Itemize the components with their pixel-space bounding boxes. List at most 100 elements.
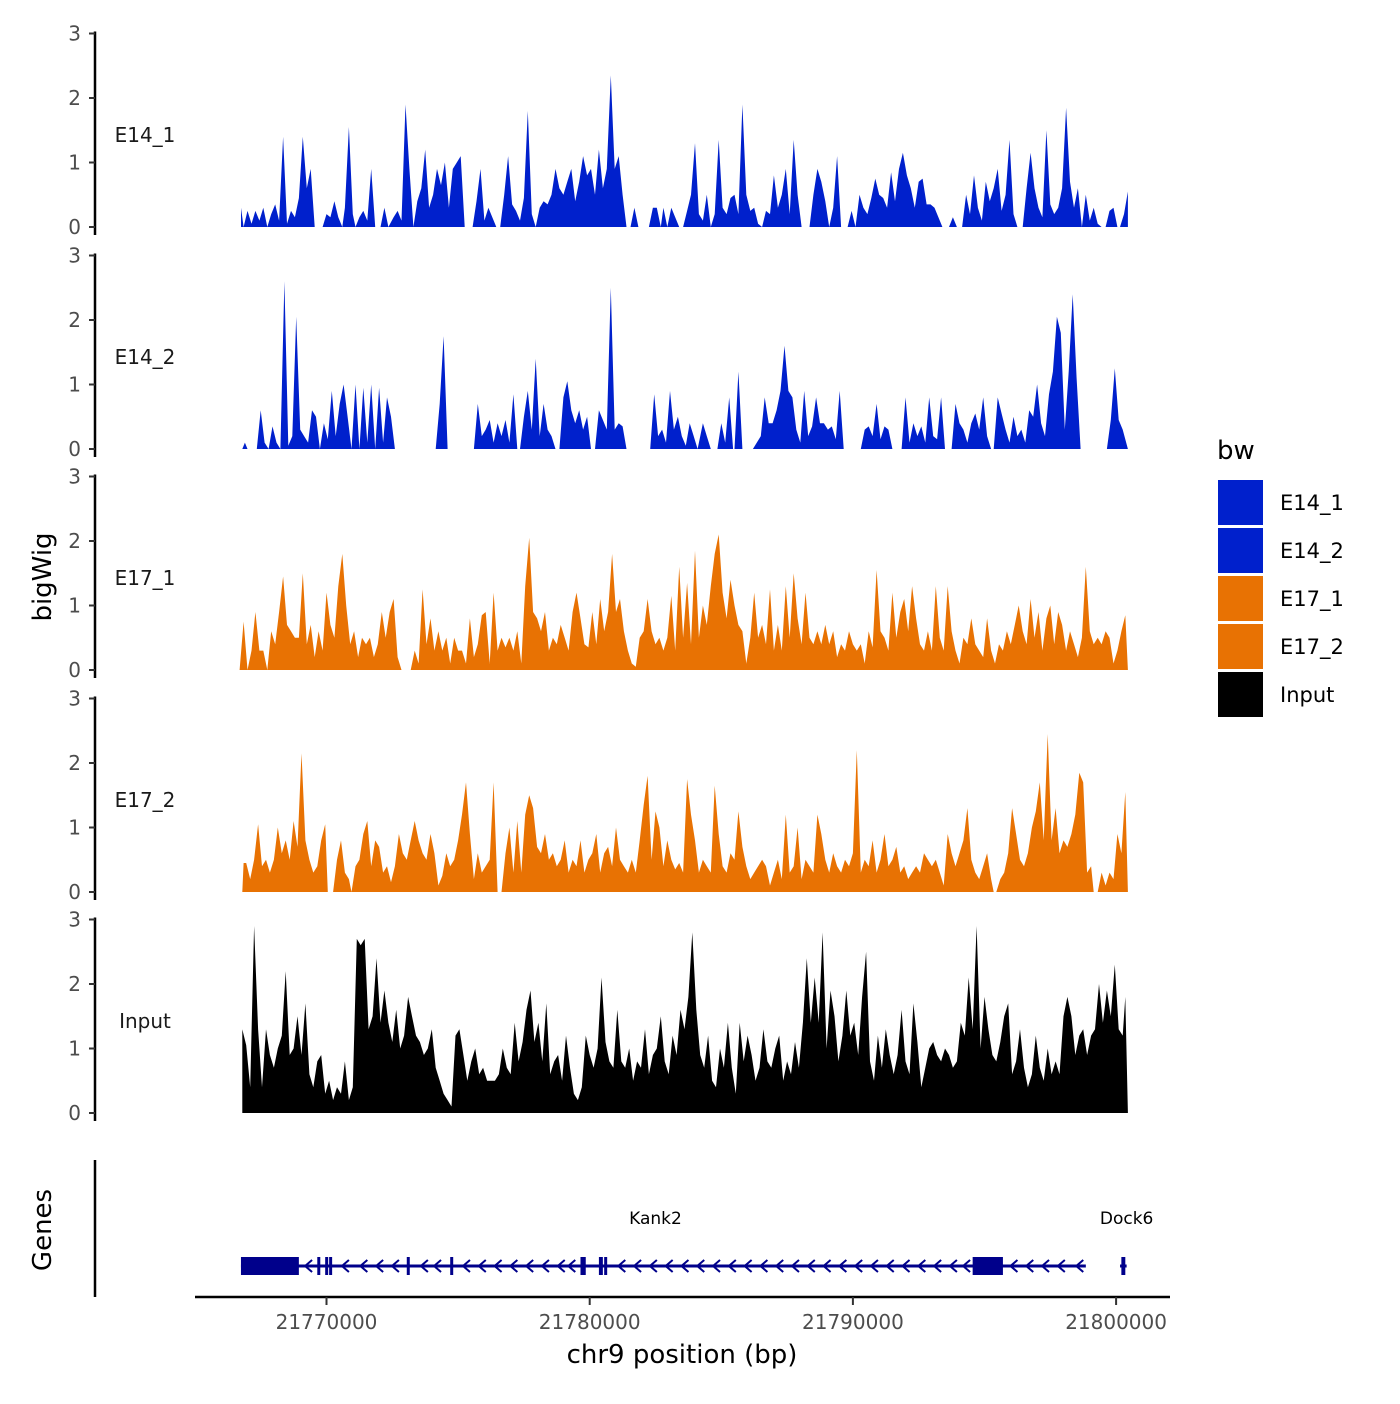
legend-swatch [1218, 624, 1263, 669]
legend-label: E14_1 [1280, 491, 1344, 516]
strand-arrow [743, 1259, 753, 1273]
x-tick-label: 21770000 [276, 1310, 378, 1334]
x-axis-title: chr9 position (bp) [567, 1340, 798, 1370]
gene-exon [317, 1257, 321, 1275]
strand-arrow [493, 1259, 503, 1273]
strand-arrow [1074, 1259, 1084, 1273]
track-E14_1: 0 1 2 3 E14_1 [68, 22, 1128, 239]
strand-arrow [948, 1259, 958, 1273]
y-tick-label: 2 [68, 529, 81, 553]
legend: bw E14_1 E14_2 E17_1 E17_2 Input [1217, 436, 1344, 717]
strand-arrow [711, 1259, 721, 1273]
strand-arrow [901, 1259, 911, 1273]
strand-arrow [616, 1259, 626, 1273]
y-tick-label: 3 [68, 244, 81, 268]
track-label: Input [119, 1009, 171, 1033]
gene-label: Dock6 [1100, 1209, 1154, 1229]
gene-exon [406, 1257, 410, 1275]
strand-arrow [758, 1259, 769, 1273]
track-Input: 0 1 2 3 Input [68, 908, 1128, 1125]
strand-arrow [837, 1259, 848, 1273]
gene-exon [329, 1257, 333, 1275]
track-E17_1: 0 1 2 3 E17_1 [68, 465, 1128, 682]
strand-arrow [885, 1259, 895, 1273]
genes-axis-title: Genes [28, 1189, 58, 1271]
gene-exon [450, 1257, 454, 1275]
track-label: E17_1 [115, 566, 176, 590]
strand-arrow [566, 1259, 576, 1273]
y-tick-label: 3 [68, 687, 81, 711]
strand-arrow [461, 1259, 471, 1273]
coverage-area-E17_1 [239, 534, 1128, 670]
strand-arrow [358, 1259, 368, 1273]
track-label: E17_2 [115, 788, 176, 812]
legend-entry: E17_2 [1218, 624, 1344, 669]
track-label: E14_1 [115, 123, 176, 147]
strand-arrow [374, 1259, 384, 1273]
gene-exon [598, 1257, 603, 1275]
legend-entries: E14_1 E14_2 E17_1 E17_2 Input [1218, 480, 1344, 717]
strand-arrow [632, 1259, 642, 1273]
tracks-layer: 0 1 2 3 E14_1 0 1 2 3 E14_2 0 1 2 3 E17_1 0 1 2 3 E17_2 0 1 2 3… [68, 22, 1128, 1125]
legend-swatch [1218, 528, 1263, 573]
y-tick-label: 3 [68, 465, 81, 489]
track-E14_2: 0 1 2 3 E14_2 [68, 244, 1128, 461]
legend-title: bw [1217, 436, 1255, 466]
y-tick-label: 0 [68, 658, 81, 682]
legend-swatch [1218, 576, 1263, 621]
strand-arrow [340, 1259, 350, 1273]
gene-Kank2: Kank2 [240, 1209, 1086, 1275]
y-tick-label: 1 [68, 373, 81, 397]
strand-arrow [806, 1259, 816, 1273]
legend-swatch [1218, 480, 1263, 525]
gene-exon [580, 1257, 586, 1275]
legend-label: E17_1 [1280, 587, 1344, 612]
strand-arrow [727, 1259, 737, 1273]
genes-layer: Kank2 Dock6 [93, 1160, 1154, 1297]
gene-Dock6: Dock6 [1100, 1209, 1154, 1275]
legend-label: E17_2 [1280, 635, 1344, 660]
strand-arrow [419, 1259, 429, 1273]
track-E17_2: 0 1 2 3 E17_2 [68, 687, 1128, 904]
strand-arrow [477, 1259, 487, 1273]
strand-arrow [822, 1259, 832, 1273]
coverage-area-Input [242, 926, 1128, 1113]
legend-label: Input [1280, 683, 1334, 707]
strand-arrow [1008, 1259, 1019, 1273]
strand-arrow [303, 1259, 313, 1273]
strand-arrow [1040, 1259, 1050, 1273]
strand-arrow [853, 1259, 863, 1273]
y-tick-label: 2 [68, 751, 81, 775]
x-tick-label: 21800000 [1065, 1310, 1167, 1334]
strand-arrow [664, 1259, 674, 1273]
coverage-area-E14_1 [241, 75, 1128, 228]
gene-exon [604, 1257, 608, 1275]
strand-arrow [432, 1259, 442, 1273]
strand-arrow [648, 1259, 658, 1273]
strand-arrow [790, 1259, 800, 1273]
legend-label: E14_2 [1280, 539, 1344, 564]
strand-arrow [695, 1259, 705, 1273]
y-tick-label: 1 [68, 1037, 81, 1061]
y-tick-label: 0 [68, 1101, 81, 1125]
strand-arrow [679, 1259, 690, 1273]
y-tick-label: 0 [68, 880, 81, 904]
strand-arrow [774, 1259, 784, 1273]
x-tick-label: 21790000 [802, 1310, 904, 1334]
strand-arrow [932, 1259, 942, 1273]
gene-label: Kank2 [629, 1209, 682, 1229]
legend-entry: E17_1 [1218, 576, 1344, 621]
coverage-area-E17_2 [242, 734, 1128, 892]
gene-exon [972, 1257, 1003, 1275]
x-axis: 21770000 21780000 21790000 21800000 [195, 1295, 1170, 1334]
y-tick-label: 1 [68, 151, 81, 175]
x-tick-label: 21780000 [539, 1310, 641, 1334]
legend-swatch [1218, 672, 1263, 717]
y-tick-label: 0 [68, 215, 81, 239]
gene-exon [325, 1257, 329, 1275]
y-tick-label: 1 [68, 594, 81, 618]
strand-arrow [524, 1259, 534, 1273]
legend-entry: Input [1218, 672, 1334, 717]
